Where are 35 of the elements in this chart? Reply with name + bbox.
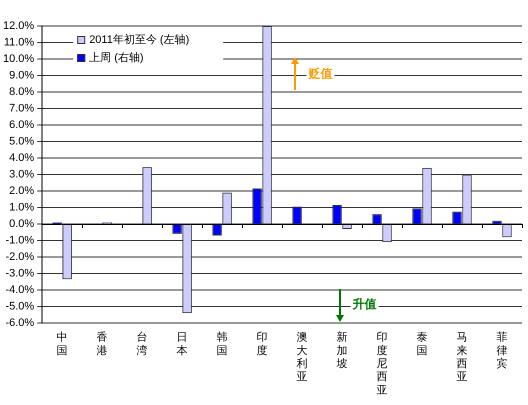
y-tick-label: 0.0% (9, 218, 34, 230)
y-tick-label: 12.0% (2, 20, 34, 32)
y-tick-label: 5.0% (9, 136, 34, 148)
x-tick-label: 台湾 (136, 330, 148, 357)
y-tick-label: -6.0% (5, 317, 34, 330)
legend-label: 2011年初至今 (左轴) (89, 33, 190, 46)
x-tick-label: 泰国 (416, 332, 428, 357)
y-tick-label: 10.0% (2, 53, 34, 66)
y-tick-label: 8.0% (9, 86, 34, 98)
y-tick-label: 4.0% (9, 152, 34, 164)
x-tick-label: 新加坡 (336, 330, 348, 370)
y-tick-label: 7.0% (9, 102, 34, 115)
y-tick-label: 3.0% (9, 168, 34, 181)
y-tick-label: -4.0% (5, 284, 34, 296)
legend-label: 上周 (右轴) (89, 51, 144, 64)
x-tick-label: 印度 (256, 330, 268, 357)
x-tick-label: 马来西亚 (456, 332, 468, 384)
y-tick-label: 6.0% (9, 119, 34, 132)
x-tick-label: 香港 (96, 330, 108, 357)
y-tick-label: -5.0% (5, 300, 34, 313)
y-tick-label: -1.0% (5, 234, 34, 247)
x-tick-label: 印度尼西亚 (376, 330, 388, 396)
x-tick-label: 澳大利亚 (296, 332, 308, 384)
y-tick-label: 9.0% (9, 70, 34, 82)
y-tick-label: -2.0% (5, 251, 34, 264)
y-tick-label: 2.0% (9, 185, 34, 198)
annotation: 升值 (352, 296, 377, 311)
y-tick-label: 1.0% (9, 202, 34, 214)
x-tick-label: 中国 (56, 330, 68, 357)
y-tick-label: 11.0% (4, 36, 34, 49)
x-tick-label: 菲律宾 (496, 330, 508, 370)
x-tick-label: 韩国 (216, 330, 228, 357)
y-tick-label: -3.0% (5, 268, 34, 280)
annotation: 贬值 (307, 66, 332, 81)
x-tick-label: 日本 (176, 332, 188, 357)
